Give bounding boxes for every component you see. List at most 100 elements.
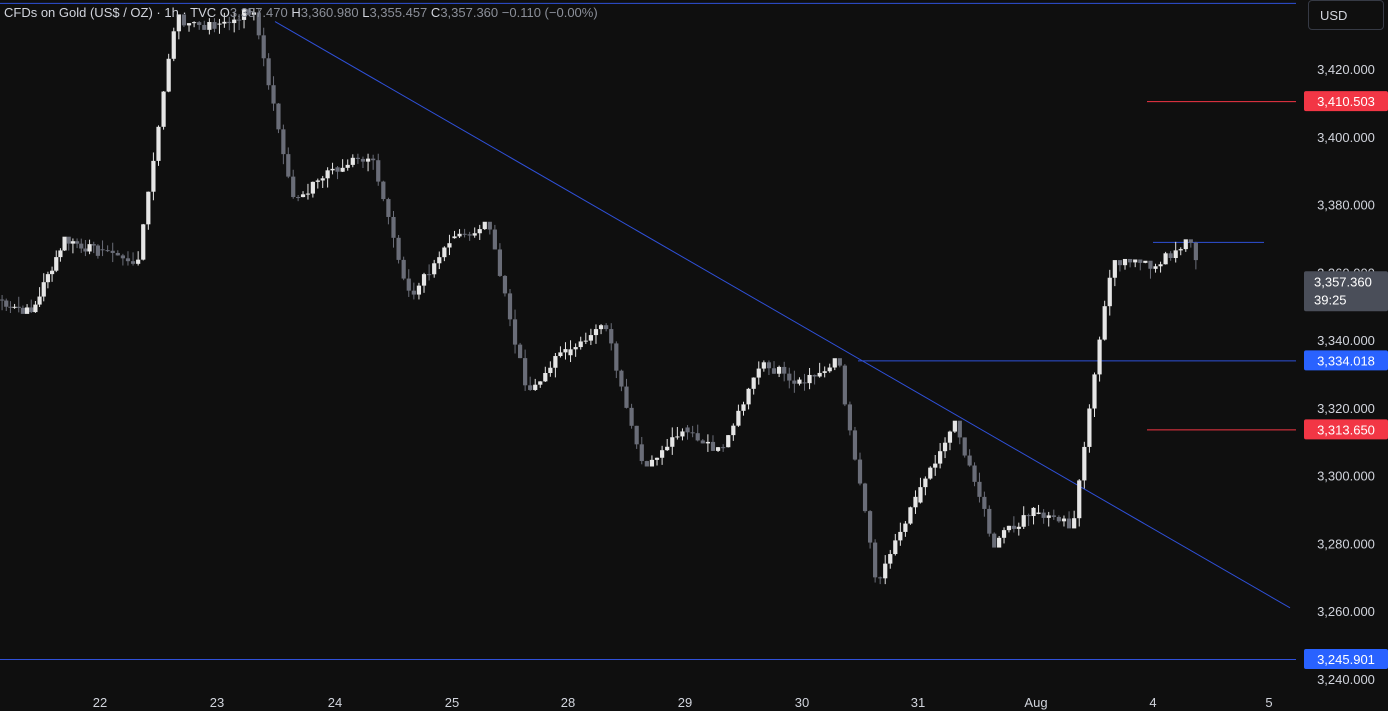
candle-body bbox=[58, 250, 63, 258]
candle-body bbox=[381, 181, 386, 200]
candle bbox=[457, 229, 462, 238]
candle bbox=[1122, 258, 1128, 270]
candle-body bbox=[507, 293, 513, 320]
candle bbox=[1046, 511, 1051, 527]
candle bbox=[938, 443, 943, 469]
candle-body bbox=[1021, 515, 1026, 527]
candle bbox=[568, 340, 573, 363]
candle-body bbox=[0, 299, 5, 301]
symbol-title[interactable]: CFDs on Gold (US$ / OZ) · 1h · TVC bbox=[4, 5, 217, 20]
candle bbox=[528, 376, 533, 391]
candle-body bbox=[276, 103, 281, 130]
candle-body bbox=[340, 167, 345, 172]
candle bbox=[726, 434, 731, 448]
candle-body bbox=[649, 459, 655, 467]
candle-body bbox=[614, 343, 619, 371]
candle bbox=[665, 438, 670, 452]
candle bbox=[105, 245, 110, 253]
candle-body bbox=[202, 24, 207, 30]
low-value: 3,355.457 bbox=[369, 5, 428, 20]
candle bbox=[350, 154, 355, 168]
candle bbox=[523, 349, 528, 391]
candle bbox=[345, 159, 350, 171]
candle bbox=[619, 369, 624, 392]
candle bbox=[141, 223, 146, 261]
candle bbox=[482, 221, 487, 231]
candle bbox=[0, 295, 5, 311]
candle-body bbox=[487, 221, 492, 230]
candle bbox=[598, 324, 604, 335]
candle-body bbox=[533, 384, 538, 390]
candle-body bbox=[777, 366, 782, 374]
candle-body bbox=[867, 511, 873, 543]
candle-body bbox=[376, 160, 381, 182]
candle bbox=[977, 472, 982, 503]
candle bbox=[761, 360, 766, 372]
candle-body bbox=[1173, 250, 1178, 259]
candle-body bbox=[538, 381, 543, 385]
candle-body bbox=[558, 352, 563, 357]
candle bbox=[146, 191, 151, 230]
candle bbox=[942, 437, 948, 459]
candle bbox=[802, 373, 807, 391]
candle-body bbox=[237, 19, 242, 21]
candle-body bbox=[256, 12, 261, 36]
currency-button[interactable]: USD bbox=[1308, 0, 1384, 30]
x-tick-label: 5 bbox=[1265, 695, 1272, 710]
candle-body bbox=[685, 427, 690, 433]
candle bbox=[512, 309, 518, 354]
candle-body bbox=[741, 404, 746, 411]
candle bbox=[432, 259, 437, 278]
candle bbox=[1031, 507, 1036, 525]
candle-body bbox=[411, 290, 416, 295]
candle-body bbox=[665, 446, 670, 451]
candle-body bbox=[241, 9, 247, 20]
candle bbox=[502, 275, 508, 297]
candle-body bbox=[807, 374, 812, 384]
candle-body bbox=[355, 157, 360, 159]
candle bbox=[271, 76, 276, 111]
candle bbox=[276, 103, 281, 134]
candle bbox=[192, 21, 197, 28]
candle-body bbox=[396, 237, 401, 260]
candle bbox=[261, 27, 266, 67]
low-label: L bbox=[362, 5, 370, 20]
candle-body bbox=[771, 368, 777, 374]
candle bbox=[847, 401, 853, 436]
candle bbox=[517, 342, 523, 359]
price-tag: 3,313.650 bbox=[1317, 422, 1375, 437]
candle bbox=[771, 361, 777, 374]
candle-body bbox=[660, 450, 665, 458]
candle bbox=[12, 303, 17, 309]
candle bbox=[281, 124, 286, 165]
candle-body bbox=[952, 420, 957, 432]
candle-body bbox=[207, 22, 212, 30]
candle bbox=[721, 444, 726, 452]
candle-body bbox=[87, 244, 92, 252]
candle bbox=[246, 8, 252, 16]
candle-body bbox=[100, 249, 105, 251]
candle-body bbox=[987, 508, 992, 534]
candle bbox=[396, 235, 401, 264]
candle bbox=[654, 457, 660, 466]
candle-body bbox=[421, 274, 427, 286]
candle bbox=[33, 301, 38, 313]
candle bbox=[807, 367, 812, 390]
candle bbox=[58, 248, 63, 262]
candle bbox=[427, 264, 432, 281]
candle-body bbox=[192, 22, 197, 24]
candle bbox=[997, 535, 1002, 548]
candle-body bbox=[1122, 258, 1128, 266]
candle-body bbox=[49, 270, 55, 275]
candle bbox=[136, 251, 141, 266]
candle-body bbox=[792, 380, 797, 384]
candle bbox=[171, 27, 176, 62]
candle bbox=[181, 14, 187, 28]
candle bbox=[237, 14, 242, 30]
candle-body bbox=[862, 483, 868, 512]
symbol-legend: CFDs on Gold (US$ / OZ) · 1h · TVC O3,35… bbox=[4, 5, 598, 20]
y-tick-label: 3,380.000 bbox=[1317, 198, 1375, 213]
candle-body bbox=[1128, 258, 1133, 263]
candle bbox=[1112, 260, 1117, 287]
